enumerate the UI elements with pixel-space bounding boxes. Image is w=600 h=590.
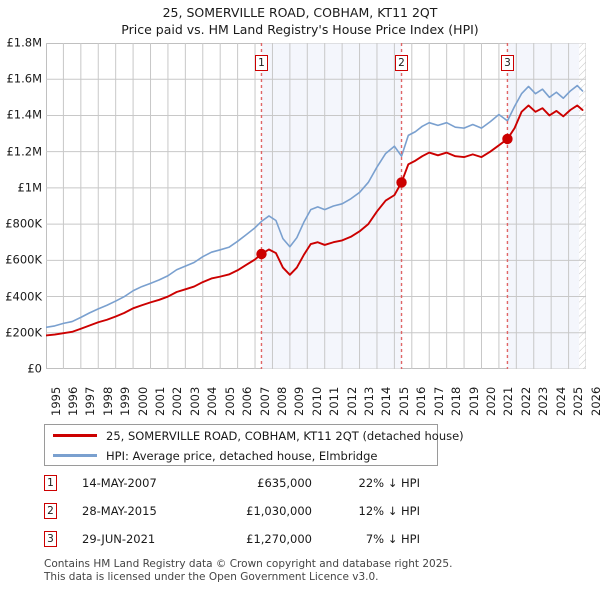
y-tick-label: £1.4M	[6, 107, 42, 122]
table-row: 3 29-JUN-2021 £1,270,000 7% ↓ HPI	[44, 528, 464, 556]
footer-line-2: This data is licensed under the Open Gov…	[44, 570, 379, 583]
legend-label-price-paid: 25, SOMERVILLE ROAD, COBHAM, KT11 2QT (d…	[106, 428, 464, 443]
x-tick-label: 2013	[362, 386, 377, 416]
transaction-date-2: 28-MAY-2015	[82, 504, 157, 518]
y-tick-label: £1M	[17, 180, 42, 195]
x-tick-label: 2023	[536, 386, 551, 416]
y-tick-label: £600K	[5, 252, 42, 267]
transaction-index-2: 2	[44, 503, 57, 519]
y-tick-label: £1.2M	[6, 143, 42, 158]
x-tick-label: 2000	[135, 386, 150, 416]
footer-attribution: Contains HM Land Registry data © Crown c…	[44, 558, 584, 583]
legend-swatch-price-paid	[53, 434, 97, 437]
transaction-hpi-delta-2: 12% ↓ HPI	[358, 504, 420, 518]
chart-title-block: 25, SOMERVILLE ROAD, COBHAM, KT11 2QT Pr…	[0, 4, 600, 38]
transaction-index-1: 1	[44, 475, 57, 491]
y-tick-label: £1.8M	[6, 35, 42, 50]
transaction-index-3: 3	[44, 531, 57, 547]
x-tick-label: 2019	[466, 386, 481, 416]
page-title: 25, SOMERVILLE ROAD, COBHAM, KT11 2QT	[162, 5, 438, 20]
x-tick-label: 1999	[118, 386, 133, 416]
y-tick-label: £800K	[5, 216, 42, 231]
x-tick-label: 2011	[327, 386, 342, 416]
page-subtitle: Price paid vs. HM Land Registry's House …	[121, 22, 479, 37]
x-tick-label: 2007	[257, 386, 272, 416]
x-tick-label: 2020	[483, 386, 498, 416]
legend-item-price-paid: 25, SOMERVILLE ROAD, COBHAM, KT11 2QT (d…	[45, 425, 464, 446]
x-tick-label: 2006	[240, 386, 255, 416]
x-tick-label: 2004	[205, 386, 220, 416]
table-row: 1 14-MAY-2007 £635,000 22% ↓ HPI	[44, 472, 464, 500]
x-tick-label: 2012	[344, 386, 359, 416]
x-tick-label: 2024	[553, 386, 568, 416]
transaction-price-2: £1,030,000	[246, 504, 312, 518]
y-axis-labels: £0 £200K £400K £600K £800K £1M £1.2M £1.4M £1.6M…	[0, 0, 44, 380]
x-axis-labels: 1995 1996 1997 1998 1999 2000 2001 2002 2003 2004…	[0, 372, 600, 418]
transaction-date-3: 29-JUN-2021	[82, 532, 156, 546]
event-marker-3: 3	[500, 55, 514, 71]
x-tick-label: 2008	[274, 386, 289, 416]
legend-swatch-hpi	[53, 454, 97, 457]
x-tick-label: 2022	[518, 386, 533, 416]
x-tick-label: 2015	[396, 386, 411, 416]
x-tick-label: 2002	[170, 386, 185, 416]
footer-line-1: Contains HM Land Registry data © Crown c…	[44, 558, 453, 570]
transaction-hpi-delta-1: 22% ↓ HPI	[358, 476, 420, 490]
x-tick-label: 2018	[449, 386, 464, 416]
legend-label-hpi: HPI: Average price, detached house, Elmb…	[106, 448, 378, 463]
chart-canvas	[46, 43, 586, 369]
x-tick-label: 1997	[83, 386, 98, 416]
x-tick-label: 1996	[65, 386, 80, 416]
y-tick-label: £400K	[5, 288, 42, 303]
x-tick-label: 1995	[48, 386, 63, 416]
x-tick-label: 2017	[431, 386, 446, 416]
transaction-price-1: £635,000	[257, 476, 312, 490]
y-tick-label: £1.6M	[6, 71, 42, 86]
y-tick-label: £0	[27, 361, 42, 376]
x-tick-label: 2003	[187, 386, 202, 416]
event-marker-2: 2	[395, 55, 409, 71]
legend-item-hpi: HPI: Average price, detached house, Elmb…	[45, 445, 377, 466]
chart-legend: 25, SOMERVILLE ROAD, COBHAM, KT11 2QT (d…	[44, 424, 464, 466]
x-tick-label: 1998	[100, 386, 115, 416]
chart-plot-area	[46, 43, 586, 369]
x-tick-label: 2005	[222, 386, 237, 416]
y-tick-label: £200K	[5, 325, 42, 340]
x-tick-label: 2010	[309, 386, 324, 416]
x-tick-label: 2016	[414, 386, 429, 416]
x-tick-label: 2025	[571, 386, 586, 416]
transaction-hpi-delta-3: 7% ↓ HPI	[365, 532, 420, 546]
table-row: 2 28-MAY-2015 £1,030,000 12% ↓ HPI	[44, 500, 464, 528]
transaction-price-3: £1,270,000	[246, 532, 312, 546]
transaction-date-1: 14-MAY-2007	[82, 476, 157, 490]
event-marker-1: 1	[254, 55, 268, 71]
x-tick-label: 2014	[379, 386, 394, 416]
x-tick-label: 2021	[501, 386, 516, 416]
x-tick-label: 2009	[292, 386, 307, 416]
x-tick-label: 2026	[588, 386, 600, 416]
transactions-table: 1 14-MAY-2007 £635,000 22% ↓ HPI 2 28-MA…	[44, 472, 464, 556]
x-tick-label: 2001	[153, 386, 168, 416]
